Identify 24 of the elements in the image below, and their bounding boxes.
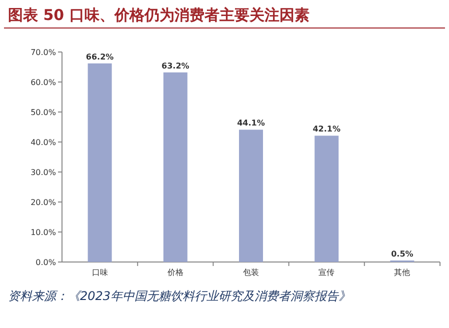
y-tick-label: 50.0% — [30, 108, 56, 117]
x-tick-label: 其他 — [394, 268, 410, 277]
bar — [88, 63, 112, 262]
data-label: 63.2% — [162, 61, 190, 70]
y-tick-label: 0.0% — [36, 258, 56, 267]
x-tick-label: 包装 — [243, 268, 259, 277]
bar — [163, 72, 188, 262]
data-label: 0.5% — [391, 250, 414, 258]
y-tick-label: 60.0% — [30, 78, 56, 87]
text: 资料来源：《2023年中国无糖饮料行业研究及消费者洞察报告》 — [8, 289, 351, 303]
y-tick-label: 70.0% — [30, 48, 56, 57]
data-label: 42.1% — [312, 124, 340, 134]
x-tick-label: 价格 — [166, 268, 184, 277]
data-label: 44.1% — [237, 118, 265, 128]
x-tick-label: 宣传 — [318, 268, 335, 277]
y-tick-label: 30.0% — [30, 168, 56, 177]
chart-title: 图表 50 口味、价格仍为消费者主要关注因素 — [8, 6, 310, 24]
bar — [314, 136, 339, 262]
y-tick-label: 20.0% — [30, 198, 56, 207]
x-tick-label: 口味 — [92, 268, 108, 277]
bar — [239, 130, 263, 262]
y-tick-label: 10.0% — [30, 228, 56, 237]
data-label: 66.2% — [86, 52, 114, 62]
y-tick-label: 40.0% — [30, 138, 56, 147]
